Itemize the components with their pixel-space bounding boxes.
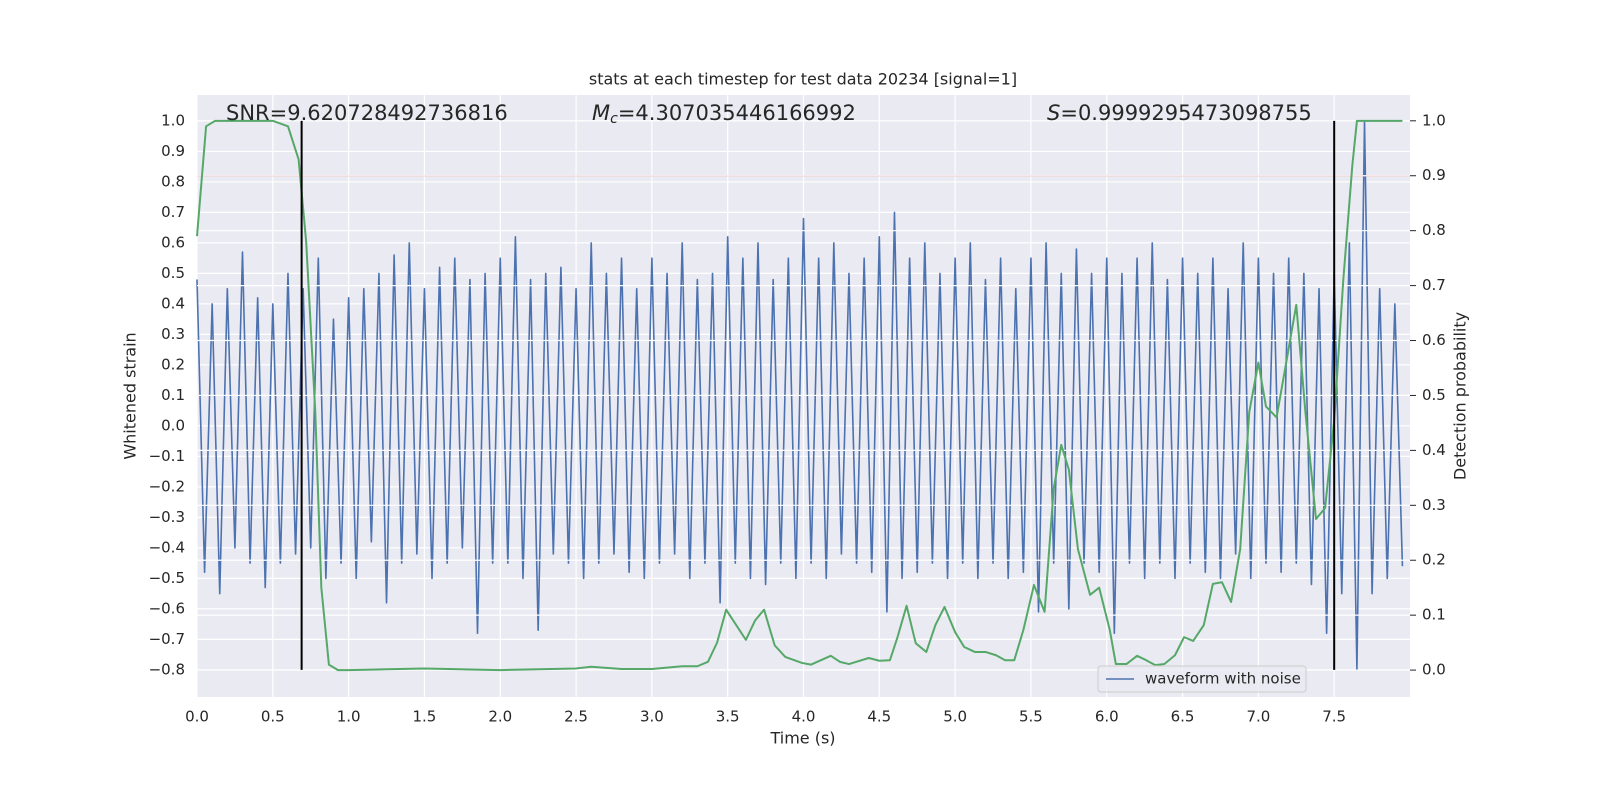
chart-title: stats at each timestep for test data 202… xyxy=(589,70,1017,89)
annotation-symbol: M xyxy=(592,101,610,125)
y-tick-label: 0.2 xyxy=(161,355,185,373)
x-axis-label: Time (s) xyxy=(769,729,835,748)
x-tick-label: 1.0 xyxy=(337,708,361,726)
x-tick-label: 0.5 xyxy=(261,708,285,726)
x-tick-label: 5.0 xyxy=(943,708,967,726)
y-tick-label: 0.7 xyxy=(161,203,185,221)
y-tick-label: 0.5 xyxy=(161,264,185,282)
y-tick-label: 0.6 xyxy=(161,233,185,251)
y-tick-label: −0.1 xyxy=(149,447,185,465)
x-tick-label: 1.5 xyxy=(413,708,437,726)
y2-tick-label: 0.8 xyxy=(1422,221,1446,239)
y2-tick-label: 0.0 xyxy=(1422,661,1446,679)
y-tick-label: −0.4 xyxy=(149,538,185,556)
y2-tick-label: 0.2 xyxy=(1422,551,1446,569)
y2-tick-label: 0.1 xyxy=(1422,606,1446,624)
x-tick-label: 3.5 xyxy=(716,708,740,726)
annotation: Mc=4.307035446166992 xyxy=(592,101,856,127)
y-tick-label: −0.3 xyxy=(149,508,185,526)
y-tick-label: −0.2 xyxy=(149,477,185,495)
series-line xyxy=(196,119,1403,672)
y2-axis-label: Detection probability xyxy=(1451,312,1470,480)
y2-tick-label: 0.9 xyxy=(1422,166,1446,184)
y2-tick-label: 1.0 xyxy=(1422,111,1446,129)
legend-box xyxy=(1097,665,1307,693)
x-tick-label: 3.0 xyxy=(640,708,664,726)
y2-tick-label: 0.6 xyxy=(1422,331,1446,349)
y-tick-label: −0.6 xyxy=(149,599,185,617)
x-tick-label: 7.5 xyxy=(1322,708,1346,726)
annotation-subscript: c xyxy=(610,111,618,127)
y-tick-label: 0.9 xyxy=(161,142,185,160)
legend-label: waveform with noise xyxy=(1145,670,1301,688)
x-tick-label: 2.5 xyxy=(564,708,588,726)
x-tick-label: 6.5 xyxy=(1171,708,1195,726)
annotation: SNR=9.620728492736816 xyxy=(226,101,508,125)
y-tick-label: 0.8 xyxy=(161,172,185,190)
y-tick-label: 0.3 xyxy=(161,325,185,343)
y-tick-label: 1.0 xyxy=(161,111,185,129)
x-tick-label: 4.0 xyxy=(792,708,816,726)
annotation-text: SNR=9.620728492736816 xyxy=(226,101,508,125)
y-tick-label: −0.7 xyxy=(149,630,185,648)
y-axis-label: Whitened strain xyxy=(121,332,140,459)
annotation-symbol: S xyxy=(1047,101,1060,125)
annotation-text: =0.9999295473098755 xyxy=(1060,101,1311,125)
y-tick-label: −0.8 xyxy=(149,660,185,678)
y-tick-label: −0.5 xyxy=(149,569,185,587)
annotation: S=0.9999295473098755 xyxy=(1047,101,1312,125)
x-tick-label: 0.0 xyxy=(185,708,209,726)
y-tick-label: 0.1 xyxy=(161,386,185,404)
y-tick-label: 0.4 xyxy=(161,294,185,312)
y2-tick-label: 0.4 xyxy=(1422,441,1446,459)
x-tick-label: 4.5 xyxy=(867,708,891,726)
y2-tick-label: 0.7 xyxy=(1422,276,1446,294)
x-tick-label: 2.0 xyxy=(488,708,512,726)
y2-tick-label: 0.3 xyxy=(1422,496,1446,514)
series-line xyxy=(196,120,1404,671)
y-tick-label: 0.0 xyxy=(161,416,185,434)
y2-tick-label: 0.5 xyxy=(1422,386,1446,404)
annotation-text: =4.307035446166992 xyxy=(618,101,856,125)
x-tick-label: 5.5 xyxy=(1019,708,1043,726)
x-tick-label: 6.0 xyxy=(1095,708,1119,726)
x-tick-label: 7.0 xyxy=(1246,708,1270,726)
